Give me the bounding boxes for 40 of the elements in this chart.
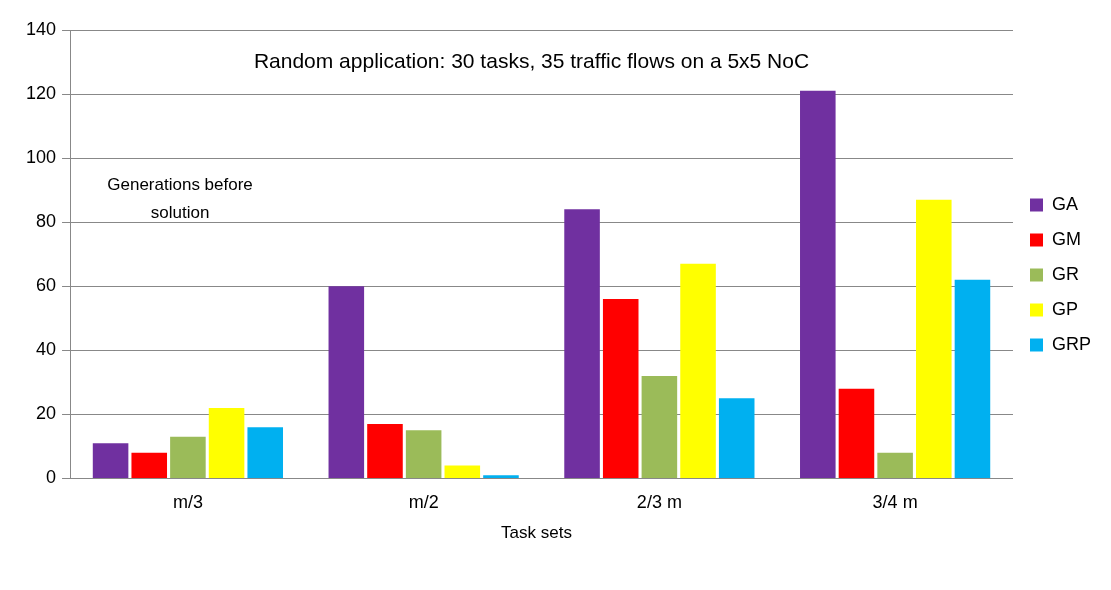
bar — [564, 209, 600, 478]
x-tick-label: m/3 — [172, 492, 203, 513]
y-tick-label: 0 — [46, 467, 57, 488]
y-tick-label: 40 — [36, 339, 57, 360]
y-tick-label: 100 — [25, 147, 57, 168]
bar — [131, 452, 168, 478]
bar — [208, 407, 245, 478]
x-axis-title: Task sets — [501, 523, 572, 543]
y-tick-label: 80 — [36, 211, 57, 232]
x-tick-label: 3/4 m — [872, 492, 918, 513]
legend-label: GM — [1051, 228, 1081, 249]
bar — [92, 443, 129, 478]
bar — [877, 452, 913, 478]
y-tick-label: 140 — [25, 18, 57, 39]
y-tick-label: 60 — [36, 275, 57, 296]
y-axis-title: Generations before solution — [107, 174, 253, 222]
bar — [367, 423, 403, 478]
text: Random application: 30 tasks, 35 traffic flows on a 5x5 NoC — [253, 48, 810, 72]
legend-label: GR — [1051, 263, 1079, 284]
legend-label: GA — [1051, 193, 1079, 214]
legend-label: GP — [1051, 298, 1079, 319]
bar — [444, 465, 481, 478]
legend-label: GRP — [1051, 333, 1092, 354]
bar — [328, 286, 365, 478]
bar — [718, 398, 755, 478]
bar — [800, 90, 836, 478]
y-tick-label: 120 — [25, 83, 57, 104]
bar — [247, 427, 284, 478]
bar — [954, 279, 991, 478]
bar — [641, 375, 678, 478]
y-tick-label: 20 — [36, 403, 57, 424]
bar — [602, 299, 639, 478]
x-tick-label: m/2 — [408, 492, 439, 513]
bar — [838, 388, 875, 478]
x-tick-label: 2/3 m — [636, 492, 682, 513]
bar — [680, 263, 716, 478]
bar — [916, 199, 952, 478]
bar — [483, 475, 519, 478]
bar — [405, 430, 442, 478]
bar — [170, 436, 206, 478]
